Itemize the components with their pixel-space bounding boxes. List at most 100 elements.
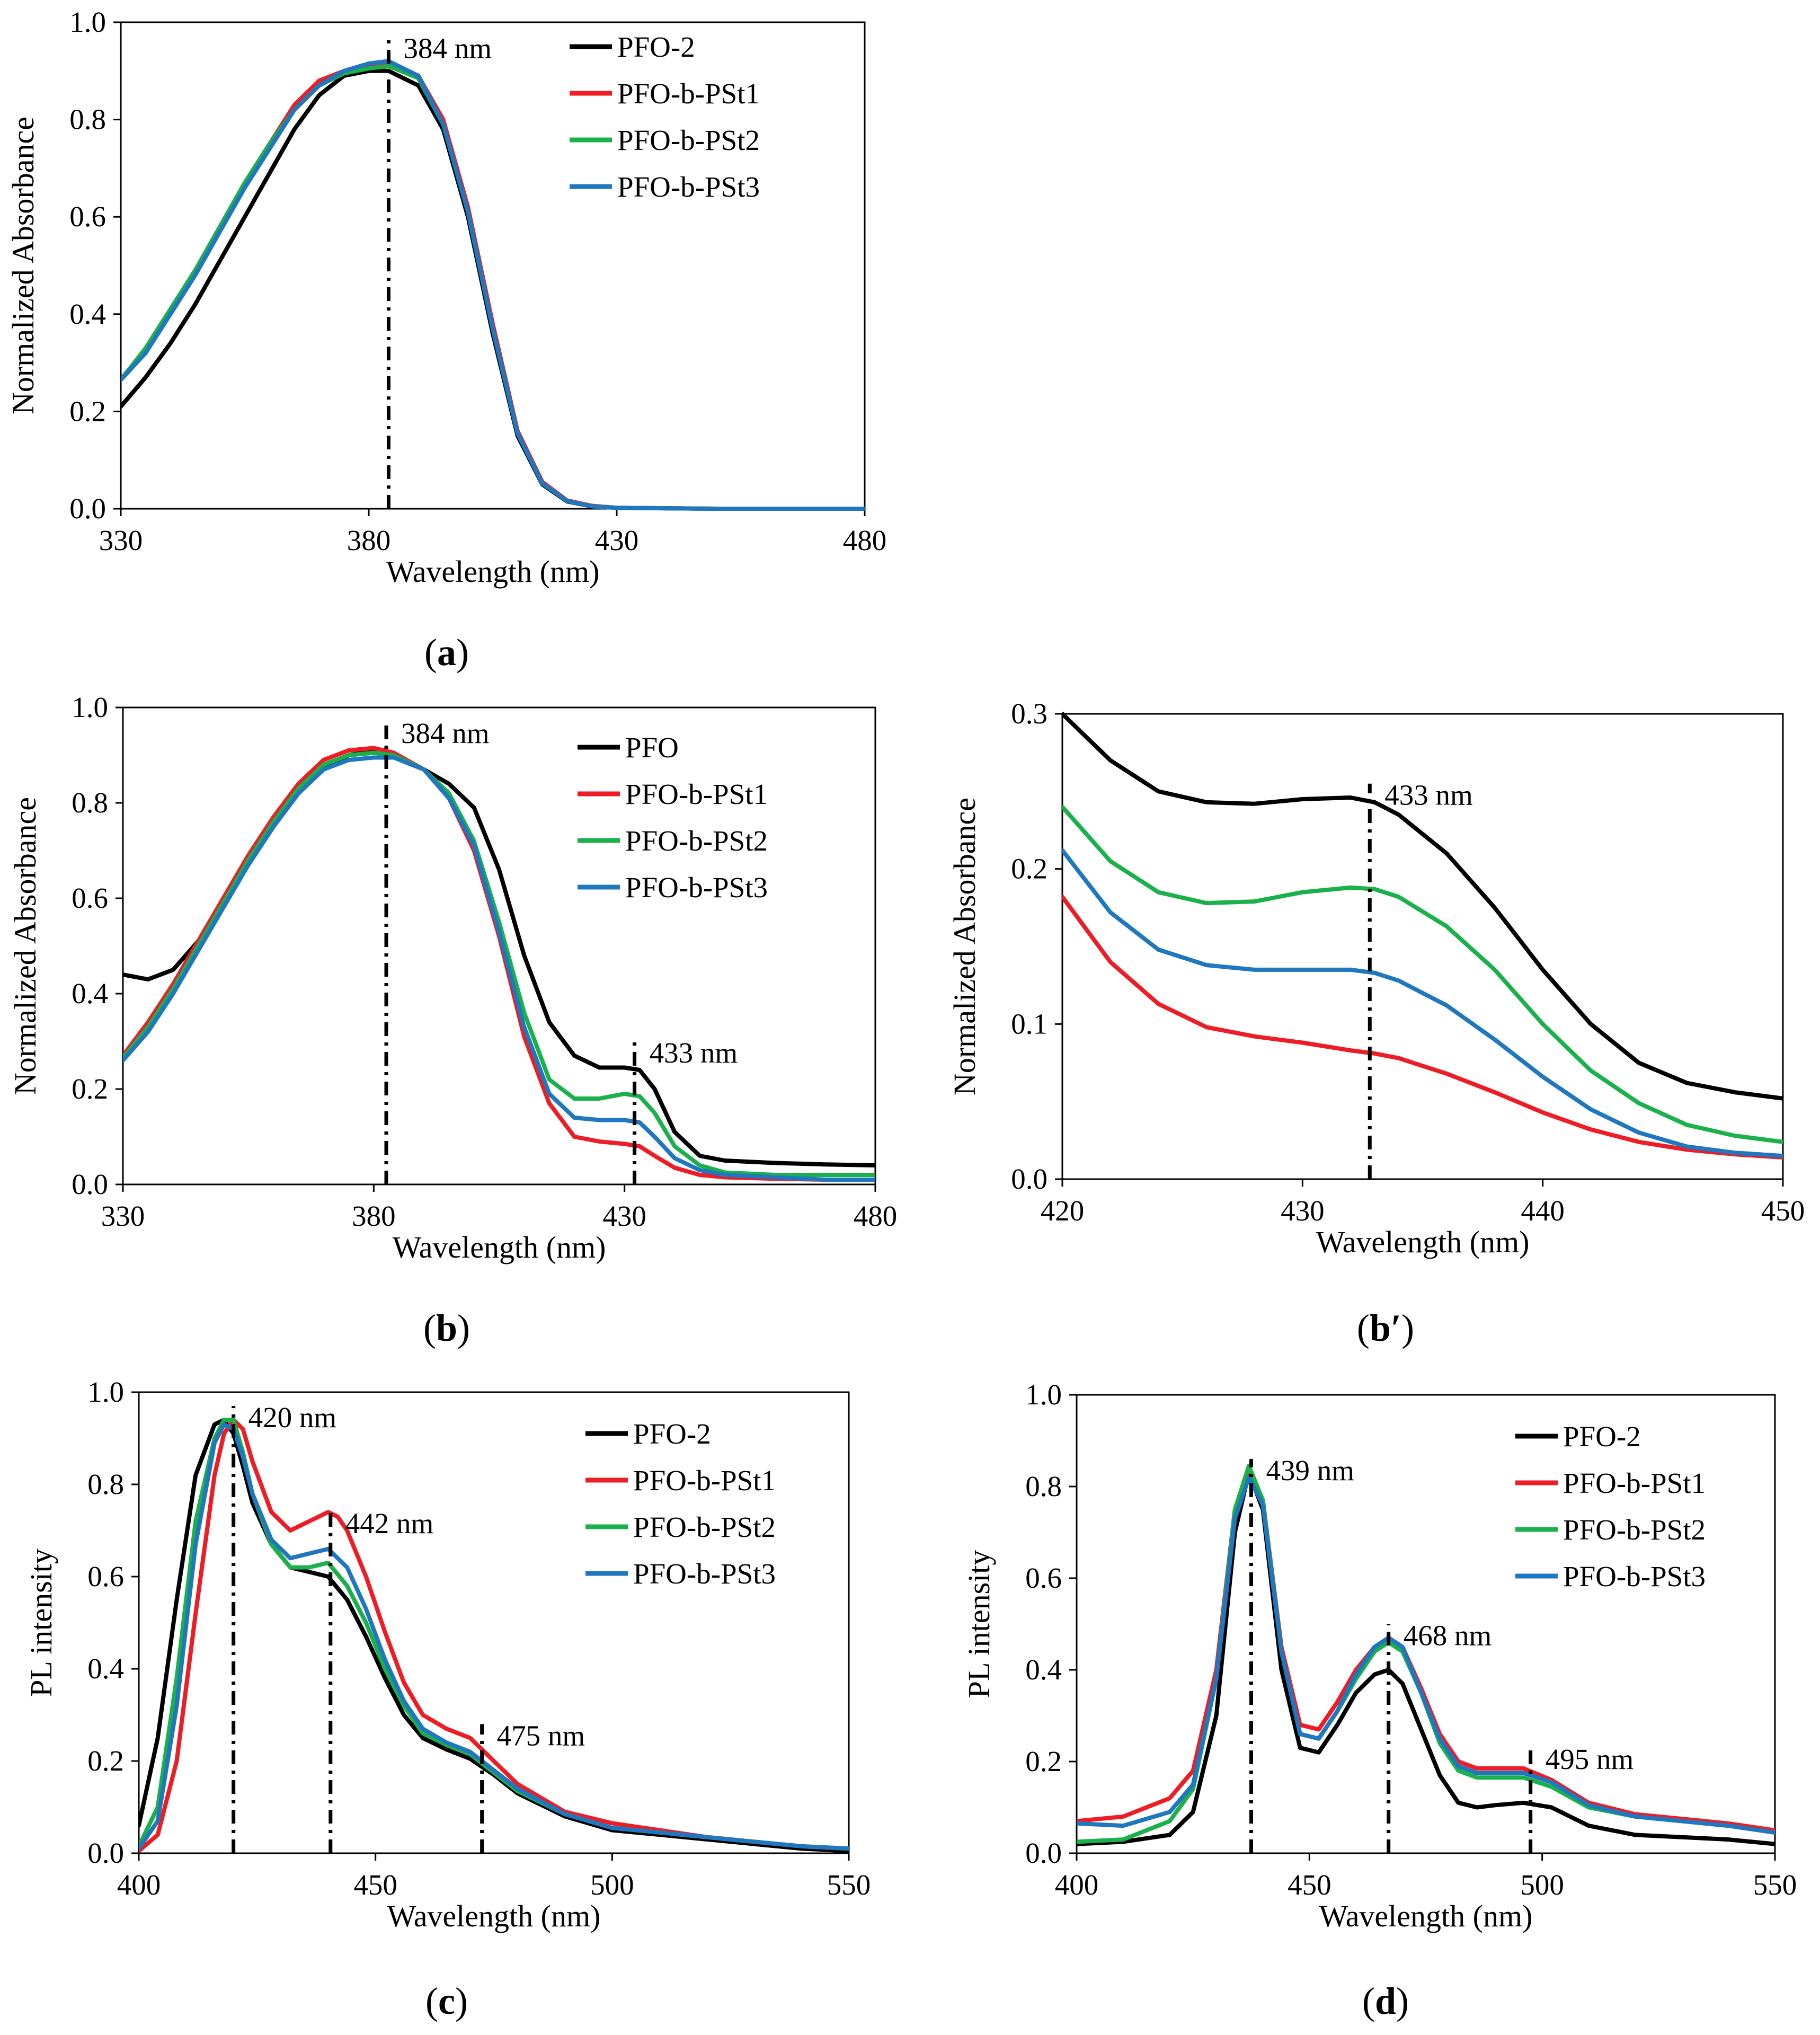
y-tick-label: 0.0	[72, 1168, 108, 1200]
legend-label: PFO-b-PSt2	[1563, 1514, 1706, 1546]
legend-label: PFO-b-PSt3	[617, 171, 760, 203]
plot-frame	[1076, 1394, 1776, 1854]
x-tick-label: 480	[854, 1200, 898, 1232]
y-tick-label: 0.0	[1011, 1163, 1047, 1195]
series-line-pfo	[123, 748, 875, 1167]
x-axis-title: Wavelength (nm)	[386, 554, 600, 589]
x-tick-label: 450	[353, 1869, 397, 1901]
legend-label: PFO-b-PSt1	[625, 778, 768, 810]
y-axis-title: Normalized Absorbance	[6, 117, 40, 414]
y-tick-label: 1.0	[72, 691, 108, 723]
panel-label: (b)	[423, 1307, 470, 1349]
series-line-pfo-b-pst3	[123, 755, 875, 1182]
plot-frame	[138, 1391, 850, 1854]
legend-label: PFO-b-PSt3	[633, 1558, 776, 1590]
x-tick-label: 500	[590, 1869, 634, 1901]
plot-frame	[120, 21, 866, 510]
chart-panel-d: 0.0 0.2 0.4 0.6 0.8 1.0 400 450 500 550 Wavelength…	[962, 1378, 1797, 2022]
peak-label: 433 nm	[650, 1037, 738, 1069]
series-line-pfo-b-pst3	[121, 59, 865, 511]
x-tick-label: 450	[1761, 1195, 1805, 1227]
legend-label: PFO-b-PSt1	[633, 1464, 776, 1497]
chart-panel-b: 0.0 0.2 0.4 0.6 0.8 1.0 330 380 430 480 Wavelength…	[8, 691, 897, 1349]
y-tick-label: 0.2	[72, 1073, 108, 1105]
legend-label: PFO-b-PSt1	[617, 77, 760, 110]
y-tick-label: 0.0	[69, 492, 106, 525]
legend-label: PFO-2	[617, 31, 695, 63]
peak-label: 468 nm	[1404, 1620, 1492, 1652]
series-line-pfo-b-pst3	[139, 1422, 849, 1851]
peak-label: 439 nm	[1266, 1454, 1355, 1487]
x-axis-title: Wavelength (nm)	[1319, 1899, 1533, 1933]
legend-label: PFO-2	[1563, 1420, 1641, 1453]
y-tick-label: 0.8	[87, 1468, 124, 1500]
peak-label: 475 nm	[497, 1719, 585, 1751]
panel-letter: d	[1375, 1980, 1396, 2022]
series-line-pfo-2	[1077, 1471, 1775, 1846]
x-tick-label: 500	[1520, 1869, 1564, 1901]
chart-panel-b-prime: 0.0 0.1 0.2 0.3 420 430 440 450 Wavelength (nm) N…	[947, 697, 1805, 1349]
x-tick-label: 450	[1288, 1869, 1331, 1901]
series-line-pfo-b-pst3	[1077, 1475, 1775, 1835]
y-tick-label: 0.2	[1025, 1745, 1062, 1777]
peak-label: 495 nm	[1546, 1743, 1634, 1775]
y-tick-label: 1.0	[87, 1376, 124, 1408]
x-tick-label: 330	[99, 524, 143, 556]
y-tick-label: 0.4	[72, 977, 108, 1010]
x-tick-label: 550	[1753, 1869, 1797, 1901]
x-tick-label: 420	[1041, 1195, 1085, 1227]
panel-letter: c	[438, 1980, 455, 2022]
plot-frame	[122, 706, 876, 1185]
series-line-pfo-b-pst1	[139, 1418, 849, 1853]
legend-label: PFO	[625, 731, 679, 764]
peak-label: 384 nm	[401, 717, 490, 749]
series-line-pfo	[1062, 712, 1783, 1101]
y-tick-label: 0.4	[87, 1652, 124, 1685]
y-tick-label: 1.0	[69, 6, 106, 38]
y-tick-label: 0.8	[1025, 1470, 1062, 1502]
x-tick-label: 480	[843, 524, 887, 556]
x-tick-label: 400	[117, 1869, 161, 1901]
peak-label: 420 nm	[248, 1401, 337, 1434]
x-axis-title: Wavelength (nm)	[387, 1899, 601, 1933]
panel-label: (a)	[424, 631, 469, 674]
x-tick-label: 550	[827, 1869, 871, 1901]
peak-label: 442 nm	[345, 1507, 434, 1539]
chart-panel-a: 0.0 0.2 0.4 0.6 0.8 1.0 330 380 430 480 Wavelength…	[6, 6, 886, 674]
peak-label: 433 nm	[1384, 779, 1473, 811]
y-tick-label: 0.6	[87, 1560, 124, 1592]
legend-label: PFO-b-PSt2	[625, 825, 768, 857]
x-tick-label: 430	[602, 1200, 646, 1232]
y-tick-label: 0.3	[1011, 697, 1047, 730]
peak-label: 384 nm	[403, 32, 492, 65]
x-tick-label: 430	[1281, 1195, 1325, 1227]
y-tick-label: 0.8	[69, 103, 106, 136]
y-tick-label: 0.4	[1025, 1653, 1062, 1686]
y-tick-label: 0.6	[72, 882, 108, 914]
panel-label: (c)	[425, 1980, 468, 2022]
x-tick-label: 380	[352, 1200, 396, 1232]
x-tick-label: 440	[1521, 1195, 1565, 1227]
x-tick-label: 380	[347, 524, 391, 556]
panel-label: (b′)	[1357, 1307, 1414, 1349]
series-line-pfo-b-pst2	[123, 750, 875, 1177]
x-axis-title: Wavelength (nm)	[1316, 1225, 1530, 1259]
series-line-pfo-b-pst1	[1062, 895, 1783, 1160]
panel-letter: b′	[1370, 1307, 1401, 1349]
y-tick-label: 0.6	[69, 200, 106, 233]
panel-label: (d)	[1362, 1980, 1409, 2022]
y-tick-label: 0.4	[69, 298, 106, 330]
series-line-pfo-b-pst2	[1062, 804, 1783, 1144]
legend-label: PFO-b-PSt2	[617, 124, 760, 156]
legend-label: PFO-2	[633, 1418, 711, 1450]
y-tick-label: 0.8	[72, 786, 108, 819]
x-axis-title: Wavelength (nm)	[393, 1230, 606, 1264]
y-axis-title: Normalized Absorbance	[8, 797, 42, 1095]
series-line-pfo-b-pst3	[1062, 848, 1783, 1158]
y-tick-label: 0.0	[1025, 1837, 1062, 1869]
y-tick-label: 0.2	[69, 395, 106, 427]
legend-label: PFO-b-PSt1	[1563, 1467, 1706, 1499]
y-tick-label: 1.0	[1025, 1378, 1062, 1411]
legend-label: PFO-b-PSt2	[633, 1511, 776, 1543]
